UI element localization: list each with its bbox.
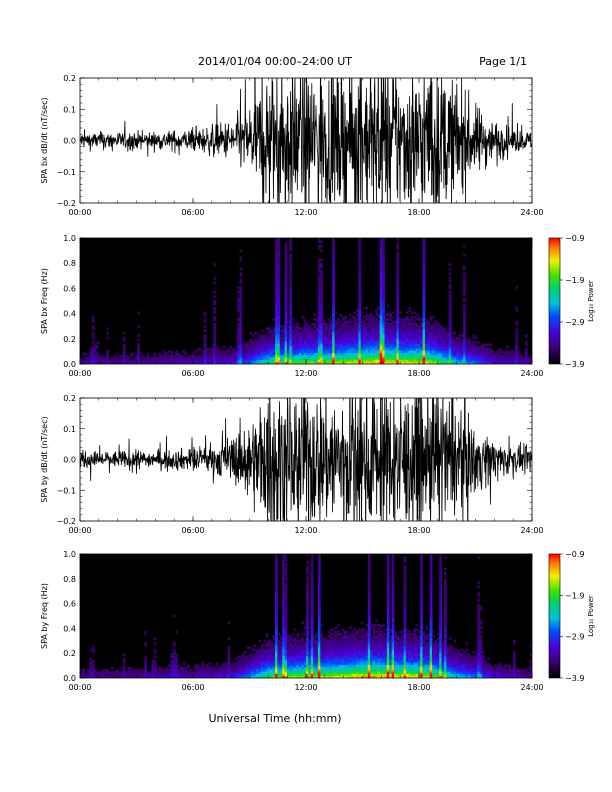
y-tick-label: 0.2 [63, 74, 76, 83]
y-axis-label: SPA by dB/dt (nT/sec) [40, 416, 49, 502]
panel-by-spectrogram: −0.9 −1.9 −2.9 −3.9 Log₁₀ Power 0.0 0.2 0.4 0.6 0… [40, 550, 595, 692]
y-tick-label: 0.8 [63, 259, 76, 268]
x-tick-label: 18:00 [407, 526, 430, 535]
x-tick-label: 00:00 [68, 683, 91, 692]
x-tick-label: 12:00 [294, 526, 317, 535]
colorbar-tick-label: −0.9 [565, 234, 584, 243]
page-indicator: Page 1/1 [479, 55, 527, 68]
plot-area [80, 554, 532, 678]
x-tick-label: 18:00 [407, 208, 430, 217]
colorbar-frame [548, 553, 561, 679]
y-tick-label: 1.0 [63, 550, 76, 559]
signal-trace [80, 398, 532, 521]
colorbar-tick-label: −2.9 [565, 318, 584, 327]
signal-trace [80, 78, 532, 203]
y-tick-label: 0.6 [63, 284, 76, 293]
y-tick-label: 0.8 [63, 575, 76, 584]
x-tick-label: 06:00 [181, 526, 204, 535]
colorbar [549, 238, 560, 364]
x-tick-label: 06:00 [181, 369, 204, 378]
y-axis-label: SPA bx dB/dt (nT/sec) [40, 97, 49, 183]
colorbar-label: Log₁₀ Power [587, 280, 595, 322]
y-tick-label: 0.0 [63, 674, 76, 683]
plot-area [80, 78, 532, 203]
figure-title: 2014/01/04 00:00–24:00 UT [198, 55, 352, 68]
y-tick-label: 0.4 [63, 310, 76, 319]
y-tick-label: 0.1 [63, 425, 76, 434]
y-tick-label: 0.2 [63, 649, 76, 658]
panel-bx-dbdt: −0.2 −0.1 0.0 0.1 0.2 00:00 06:00 12:00 18:00 24:… [40, 74, 544, 217]
x-tick-label: 12:00 [294, 208, 317, 217]
x-tick-label: 18:00 [407, 369, 430, 378]
y-tick-label: 0.4 [63, 624, 76, 633]
colorbar-tick-label: −3.9 [565, 674, 584, 683]
colorbar-tick-label: −3.9 [565, 360, 584, 369]
x-tick-label: 24:00 [520, 208, 543, 217]
colorbar-frame [548, 237, 561, 365]
x-tick-label: 06:00 [181, 208, 204, 217]
y-tick-label: 0.2 [63, 394, 76, 403]
x-tick-label: 18:00 [407, 683, 430, 692]
x-tick-label: 24:00 [520, 526, 543, 535]
x-tick-label: 24:00 [520, 683, 543, 692]
colorbar-label: Log₁₀ Power [587, 595, 595, 637]
y-tick-label: 0.0 [63, 360, 76, 369]
y-tick-label: 0.2 [63, 335, 76, 344]
x-tick-label: 12:00 [294, 683, 317, 692]
colorbar-tick-label: −2.9 [565, 633, 584, 642]
y-tick-label: 0.0 [63, 456, 76, 465]
x-tick-label: 24:00 [520, 369, 543, 378]
plot-area [80, 398, 532, 521]
x-tick-label: 06:00 [181, 683, 204, 692]
y-tick-label: −0.2 [57, 517, 76, 526]
colorbar [549, 554, 560, 678]
x-tick-label: 00:00 [68, 208, 91, 217]
x-tick-label: 00:00 [68, 526, 91, 535]
colorbar-tick-label: −1.9 [565, 591, 584, 600]
x-tick-label: 00:00 [68, 369, 91, 378]
y-tick-label: −0.1 [57, 486, 76, 495]
x-axis-title: Universal Time (hh:mm) [209, 712, 342, 725]
y-tick-label: 0.6 [63, 600, 76, 609]
y-tick-label: 1.0 [63, 234, 76, 243]
colorbar-tick-label: −1.9 [565, 276, 584, 285]
panel-by-dbdt: −0.2 −0.1 0.0 0.1 0.2 00:00 06:00 12:00 18:00 24:… [40, 394, 544, 535]
y-tick-label: 0.0 [63, 137, 76, 146]
x-tick-label: 12:00 [294, 369, 317, 378]
y-tick-label: 0.1 [63, 105, 76, 114]
y-tick-label: −0.2 [57, 199, 76, 208]
y-axis-label: SPA bx Freq (Hz) [40, 268, 49, 334]
y-tick-label: −0.1 [57, 168, 76, 177]
y-axis-label: SPA by Freq (Hz) [40, 583, 49, 649]
colorbar-tick-label: −0.9 [565, 550, 584, 559]
plot-area [80, 238, 532, 364]
panel-bx-spectrogram: −0.9 −1.9 −2.9 −3.9 Log₁₀ Power 0.0 0.2 0.4 0.6 0… [40, 234, 595, 378]
